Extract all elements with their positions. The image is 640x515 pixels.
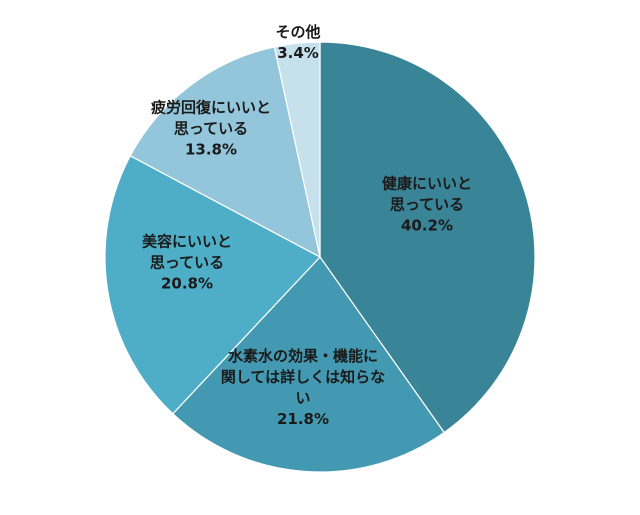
slice-category-label: 思っている: [150, 254, 224, 272]
slice-label: 水素水の効果・機能に関しては詳しくは知らない 21.8%: [221, 347, 385, 428]
slice-label: 健康にいいと思っている 40.2%: [382, 175, 472, 235]
slice-label: 疲労回復にいいと思っている 13.8%: [151, 99, 271, 159]
slice-label: 美容にいいと思っている 20.8%: [142, 233, 232, 293]
slice-category-label: その他: [275, 23, 320, 41]
slice-category-label: 思っている: [174, 120, 248, 138]
slice-category-label: い: [295, 389, 310, 407]
slice-value-label: 20.8%: [161, 275, 213, 293]
slice-value-label: 13.8%: [185, 141, 237, 159]
slice-category-label: 関しては詳しくは知らな: [221, 368, 385, 386]
pie-slice: [129, 46, 321, 259]
pie-slice: [319, 41, 536, 434]
slice-value-label: 21.8%: [277, 410, 329, 428]
slice-category-label: 水素水の効果・機能に: [228, 347, 378, 365]
pie-slice: [171, 256, 446, 473]
pie-slice: [104, 154, 321, 415]
slice-label: その他 3.4%: [275, 23, 320, 62]
pie-slice: [273, 41, 321, 258]
slice-value-label: 3.4%: [277, 44, 319, 62]
slice-category-label: 思っている: [390, 196, 464, 214]
slice-category-label: 健康にいいと: [382, 175, 472, 193]
slice-value-label: 40.2%: [401, 217, 453, 235]
slice-category-label: 疲労回復にいいと: [151, 99, 271, 117]
slice-category-label: 美容にいいと: [142, 233, 232, 251]
